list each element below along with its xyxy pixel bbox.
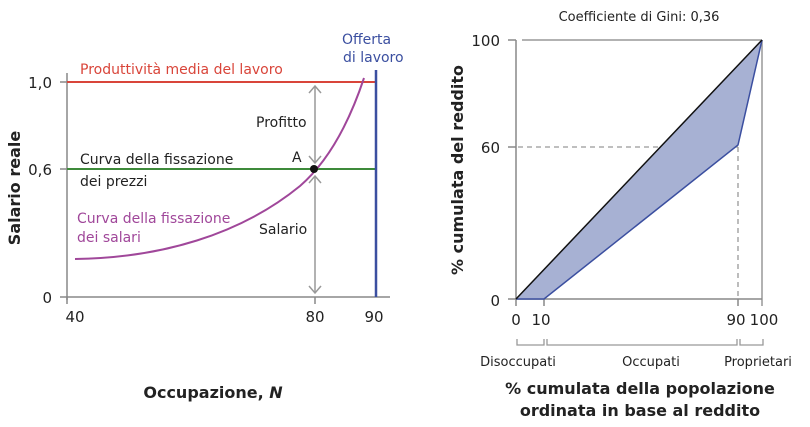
price-curve-label-line2: dei prezzi (80, 174, 147, 190)
supply-label-line1: Offerta (342, 32, 391, 48)
group-proprietari: Proprietari (724, 355, 792, 370)
wage-curve-label-line1: Curva della fissazione (77, 211, 230, 227)
wage-setting-curve (74, 77, 365, 260)
left-chart: Produttività media del lavoro Offerta di… (5, 32, 404, 402)
lorenz-curve (516, 39, 763, 300)
productivity-label: Produttività media del lavoro (80, 62, 283, 78)
right-xtick-90: 90 (726, 311, 745, 329)
wage-curve-label-line2: dei salari (77, 230, 141, 246)
point-a-marker (310, 165, 318, 173)
salary-label: Salario (259, 222, 307, 238)
left-xtick-80: 80 (305, 308, 324, 326)
right-y-axis-title: % cumulata del reddito (448, 65, 467, 275)
right-x-axis-title-line2: ordinata in base al reddito (520, 401, 760, 420)
right-ytick-0: 0 (490, 292, 500, 310)
right-ytick-100: 100 (471, 32, 500, 50)
price-curve-label-line1: Curva della fissazione (80, 152, 233, 168)
left-x-axis-title: Occupazione, N (143, 383, 283, 402)
salary-arrow (308, 174, 322, 295)
profit-arrow (308, 84, 322, 165)
right-xtick-100: 100 (750, 311, 779, 329)
profit-label: Profitto (256, 115, 307, 131)
left-ytick-0-6: 0,6 (28, 161, 52, 179)
supply-label-line2: di lavoro (343, 50, 404, 66)
right-ytick-60: 60 (481, 139, 500, 157)
left-xtick-90: 90 (364, 308, 383, 326)
right-chart: Coefficiente di Gini: 0,36 100 60 0 0 10… (448, 10, 792, 420)
point-a-label: A (292, 150, 302, 166)
equality-line (515, 39, 763, 300)
group-disoccupati: Disoccupati (480, 355, 556, 370)
group-brackets (516, 339, 764, 346)
right-xtick-0: 0 (511, 311, 521, 329)
group-occupati: Occupati (622, 355, 680, 370)
gini-title: Coefficiente di Gini: 0,36 (559, 10, 720, 25)
right-xtick-10: 10 (531, 311, 550, 329)
left-y-axis-title: Salario reale (5, 131, 24, 246)
right-x-axis-title-line1: % cumulata della popolazione (505, 379, 775, 398)
left-ytick-1-0: 1,0 (28, 74, 52, 92)
left-ytick-0: 0 (42, 289, 52, 307)
left-xtick-40: 40 (65, 308, 84, 326)
